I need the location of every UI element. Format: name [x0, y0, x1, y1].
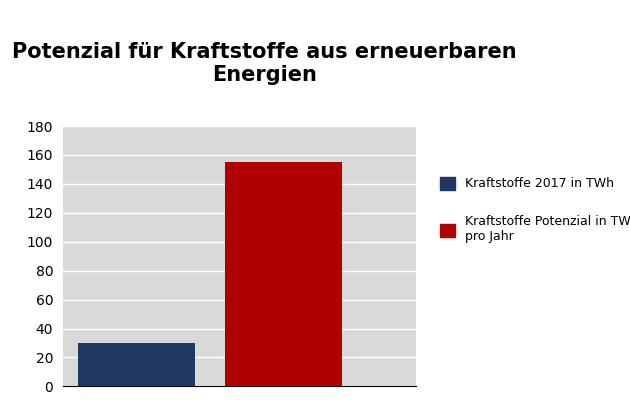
Bar [225, 162, 342, 386]
Legend: Kraftstoffe 2017 in TWh, Kraftstoffe Potenzial in TWh
pro Jahr: Kraftstoffe 2017 in TWh, Kraftstoffe Pot… [435, 172, 630, 248]
Text: Potenzial für Kraftstoffe aus erneuerbaren
Energien: Potenzial für Kraftstoffe aus erneuerbar… [13, 42, 517, 85]
Bar [77, 343, 195, 386]
